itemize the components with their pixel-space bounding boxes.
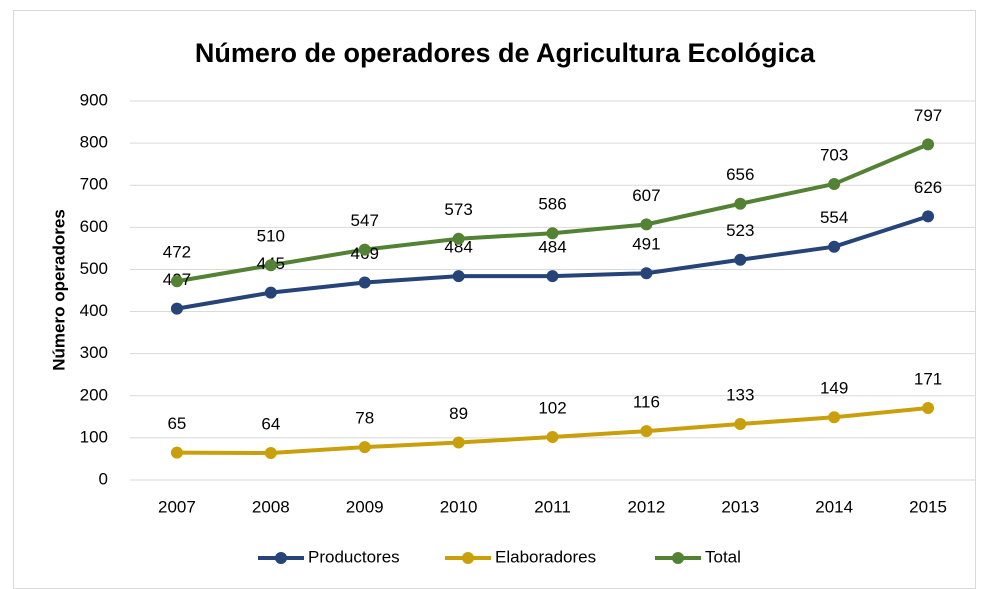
data-point — [828, 411, 841, 424]
data-point — [264, 259, 277, 272]
y-tick-label: 0 — [99, 469, 108, 488]
y-tick-label: 600 — [80, 217, 108, 236]
data-label: 64 — [261, 415, 280, 434]
data-label: 78 — [355, 409, 374, 428]
data-point — [170, 446, 183, 459]
data-label: 472 — [163, 243, 191, 262]
data-label: 89 — [449, 404, 468, 423]
data-point — [358, 441, 371, 454]
data-point — [922, 138, 935, 151]
data-label: 573 — [444, 200, 472, 219]
legend-marker — [672, 552, 684, 564]
data-label: 133 — [726, 385, 754, 404]
legend-marker — [462, 552, 474, 564]
data-label: 171 — [914, 369, 942, 388]
data-label: 656 — [726, 165, 754, 184]
legend-label: Productores — [308, 547, 400, 566]
y-tick-label: 200 — [80, 385, 108, 404]
data-label: 102 — [538, 399, 566, 418]
x-tick-label: 2009 — [346, 497, 384, 516]
data-point — [828, 240, 841, 253]
x-tick-label: 2011 — [534, 497, 571, 516]
data-label: 149 — [820, 379, 848, 398]
legend-label: Elaboradores — [495, 547, 596, 566]
data-label: 703 — [820, 145, 848, 164]
data-point — [546, 227, 559, 240]
data-label: 523 — [726, 221, 754, 240]
data-point — [452, 436, 465, 449]
x-tick-label: 2007 — [158, 497, 196, 516]
y-tick-label: 900 — [80, 90, 108, 109]
x-tick-label: 2015 — [909, 497, 947, 516]
data-label: 554 — [820, 208, 848, 227]
x-tick-label: 2013 — [721, 497, 759, 516]
data-label: 797 — [914, 106, 942, 125]
data-label: 510 — [257, 227, 285, 246]
data-point — [264, 286, 277, 299]
data-point — [734, 417, 747, 430]
legend-label: Total — [705, 547, 741, 566]
data-label: 491 — [632, 235, 660, 254]
data-label: 116 — [633, 393, 660, 412]
data-point — [922, 210, 935, 223]
data-point — [640, 425, 653, 438]
data-point — [734, 253, 747, 266]
y-axis-label: Número operadores — [49, 209, 68, 371]
y-tick-label: 700 — [80, 175, 108, 194]
y-tick-label: 800 — [80, 133, 108, 152]
data-label: 484 — [538, 238, 566, 257]
data-label: 65 — [167, 414, 186, 433]
data-point — [546, 270, 559, 283]
data-point — [640, 267, 653, 280]
legend-marker — [275, 552, 287, 564]
x-tick-label: 2008 — [252, 497, 290, 516]
chart-frame — [13, 10, 976, 589]
data-point — [828, 177, 841, 190]
data-point — [640, 218, 653, 231]
data-point — [358, 276, 371, 289]
data-point — [546, 431, 559, 444]
y-tick-label: 300 — [80, 343, 108, 362]
data-point — [922, 401, 935, 414]
data-point — [264, 447, 277, 460]
data-point — [452, 270, 465, 283]
data-point — [170, 275, 183, 288]
data-label: 607 — [632, 186, 660, 205]
data-label: 547 — [351, 211, 379, 230]
x-tick-label: 2010 — [440, 497, 478, 516]
data-point — [170, 302, 183, 315]
data-label: 586 — [538, 195, 566, 214]
chart-title: Número de operadores de Agricultura Ecol… — [195, 38, 816, 68]
data-label: 484 — [444, 238, 472, 257]
data-point — [358, 243, 371, 256]
data-point — [734, 197, 747, 210]
y-tick-label: 400 — [80, 301, 108, 320]
y-tick-label: 100 — [80, 427, 108, 446]
x-tick-label: 2012 — [627, 497, 665, 516]
data-point — [452, 232, 465, 245]
x-tick-label: 2014 — [815, 497, 853, 516]
y-tick-label: 500 — [80, 259, 108, 278]
data-label: 626 — [914, 178, 942, 197]
